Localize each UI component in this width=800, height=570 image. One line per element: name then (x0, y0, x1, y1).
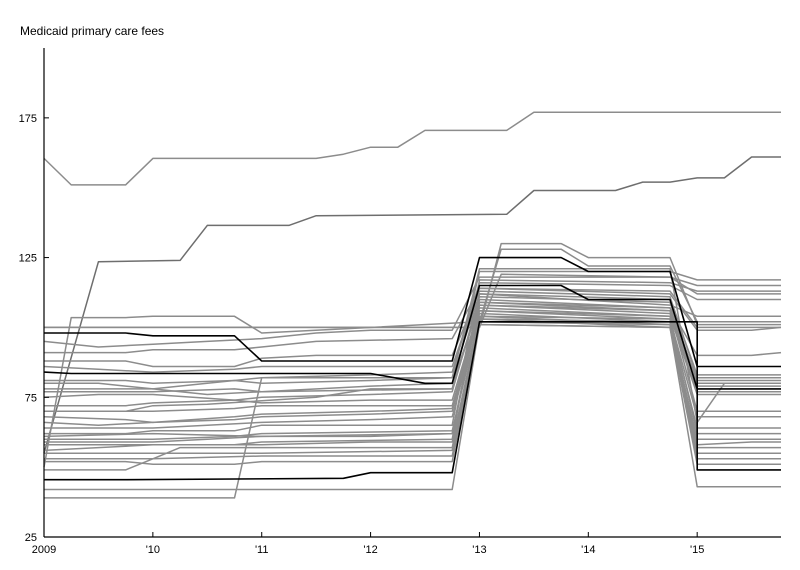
y-tick-label: 175 (19, 113, 37, 125)
x-axis-ticks: 2009 '10 '11 '12 '13 '14 '15 (32, 532, 704, 556)
series-line (43, 276, 781, 348)
series-line (44, 301, 781, 393)
series-line (44, 321, 781, 460)
x-tick-label: '13 (472, 544, 486, 556)
y-tick-label: 25 (25, 532, 37, 544)
series-line (43, 111, 781, 186)
series-line (44, 287, 782, 354)
series-line (43, 287, 781, 373)
y-tick-label: 75 (25, 392, 37, 404)
x-tick-label: 2009 (32, 544, 56, 556)
x-tick-label: '10 (146, 544, 160, 556)
series-line (43, 156, 781, 454)
series-line-highlighted (43, 284, 781, 390)
series-line (44, 273, 781, 329)
series-layer (43, 111, 782, 499)
series-line (44, 323, 781, 491)
series-line-highlighted (44, 321, 781, 481)
x-tick-label: '12 (363, 544, 377, 556)
series-line-highlighted (44, 256, 781, 368)
series-line (43, 293, 781, 452)
series-line (43, 304, 781, 438)
x-tick-label: '11 (255, 544, 269, 556)
series-line (43, 301, 781, 426)
axes (43, 48, 781, 538)
series-line (44, 315, 781, 471)
chart-title: Medicaid primary care fees (20, 24, 164, 38)
x-tick-label: '14 (581, 544, 595, 556)
series-line (44, 267, 781, 499)
series-line (44, 309, 781, 418)
x-tick-label: '15 (690, 544, 704, 556)
y-tick-label: 125 (19, 253, 37, 265)
y-axis-ticks: 25 75 125 175 (19, 113, 49, 544)
series-line (44, 270, 781, 413)
series-line (44, 279, 781, 435)
series-line (44, 304, 781, 396)
series-line (44, 281, 781, 390)
series-line (43, 309, 781, 435)
series-line (44, 323, 781, 466)
series-line (44, 293, 781, 385)
